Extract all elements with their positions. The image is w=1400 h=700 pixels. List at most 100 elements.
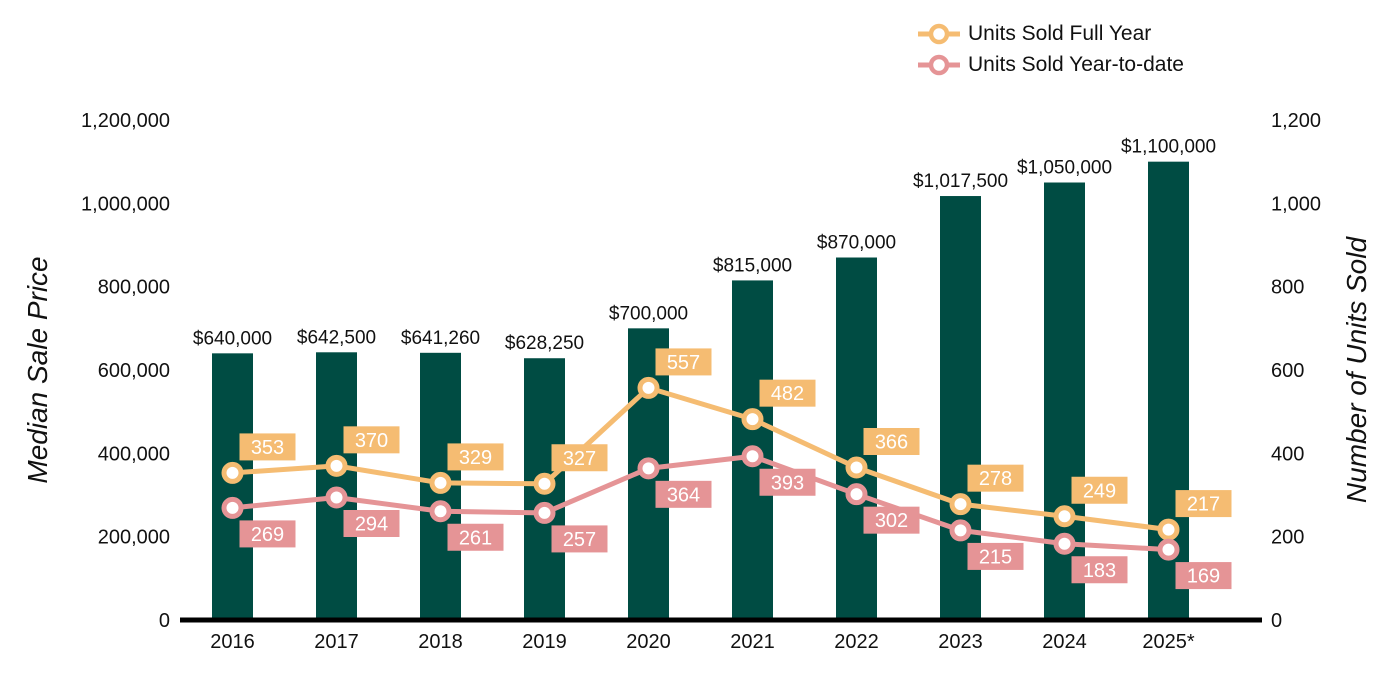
- labels-layer: $640,000 $642,500 $641,260 $628,250 $700,000…: [193, 137, 1232, 590]
- data-label-box: [447, 523, 504, 551]
- bar-value-label: $870,000: [817, 233, 896, 254]
- series-line-1: [232, 453, 1169, 553]
- bar-value-label: $700,000: [609, 303, 688, 324]
- series-marker: [429, 500, 452, 523]
- data-label: 393: [771, 472, 804, 494]
- bar-value-label: $1,017,500: [913, 171, 1008, 192]
- y-tick-label: 400,000: [98, 443, 170, 465]
- y-tick-label: 1,000,000: [81, 193, 170, 215]
- data-label: 370: [355, 430, 388, 452]
- data-label-box: [967, 464, 1024, 492]
- series-marker: [845, 456, 868, 479]
- data-label-box: [343, 510, 400, 537]
- series-marker: [325, 486, 348, 509]
- bar-value-label: $628,250: [505, 333, 584, 354]
- bar-value-label: $641,260: [401, 328, 480, 349]
- data-label: 353: [251, 437, 284, 459]
- data-label-box: [863, 506, 920, 534]
- data-label-box: [863, 428, 920, 455]
- series-line-0: [232, 385, 1169, 533]
- x-tick-label: 2016: [210, 631, 255, 653]
- data-label: 215: [979, 546, 1012, 568]
- series-marker: [741, 445, 764, 468]
- legend-item-full-year: Units Sold Full Year: [918, 18, 1184, 49]
- y2-axis-title: Number of Units Sold: [1341, 236, 1372, 504]
- data-label: 329: [459, 447, 492, 469]
- series-marker: [637, 376, 660, 399]
- data-label: 261: [459, 527, 492, 549]
- y-tick-label: 0: [159, 610, 170, 632]
- legend-marker-full-year: [918, 23, 960, 44]
- y2-tick-label: 800: [1271, 277, 1304, 299]
- x-tick-label: 2021: [730, 631, 775, 653]
- y-tick-label: 600,000: [98, 360, 170, 382]
- data-label: 183: [1083, 560, 1116, 582]
- bar-2017: [316, 352, 357, 620]
- data-label-box: [447, 443, 504, 471]
- series-marker: [325, 454, 348, 477]
- legend-label-ytd: Units Sold Year-to-date: [968, 52, 1184, 76]
- data-label: 366: [875, 432, 908, 454]
- series-marker: [429, 471, 452, 494]
- x-tick-label: 2025*: [1142, 631, 1194, 653]
- data-label-box: [239, 433, 296, 461]
- x-tick-label: 2022: [834, 631, 879, 653]
- bar-2016: [212, 353, 253, 620]
- y2-tick-label: 1,200: [1271, 110, 1321, 132]
- y2-tick-label: 600: [1271, 360, 1304, 382]
- data-label-box: [759, 379, 816, 407]
- data-label: 269: [251, 524, 284, 546]
- data-label: 169: [1187, 566, 1220, 588]
- y2-tick-label: 200: [1271, 527, 1304, 549]
- data-label: 217: [1187, 494, 1220, 516]
- data-label: 302: [875, 510, 908, 532]
- y2-tick-label: 1,000: [1271, 193, 1321, 215]
- series-marker: [1157, 538, 1180, 561]
- x-tick-label: 2019: [522, 631, 567, 653]
- data-label-box: [239, 520, 296, 548]
- y-tick-label: 800,000: [98, 277, 170, 299]
- legend: Units Sold Full Year Units Sold Year-to-…: [918, 18, 1184, 80]
- data-label: 327: [563, 448, 596, 470]
- series-marker: [1053, 532, 1076, 555]
- y-tick-label: 200,000: [98, 527, 170, 549]
- x-tick-label: 2020: [626, 631, 671, 653]
- y2-tick-label: 400: [1271, 443, 1304, 465]
- y-axis-title: Median Sale Price: [22, 256, 53, 483]
- legend-label-full-year: Units Sold Full Year: [968, 21, 1152, 45]
- data-label-box: [1071, 476, 1128, 504]
- x-tick-label: 2024: [1042, 631, 1087, 653]
- data-label: 249: [1083, 480, 1116, 502]
- bar-value-label: $1,050,000: [1017, 158, 1112, 179]
- series-marker: [637, 457, 660, 480]
- axis-layer: 2016 2017 2018 2019 2020 2021 2022 2023 2024 2025…: [22, 110, 1372, 653]
- x-tick-label: 2017: [314, 631, 359, 653]
- data-label-box: [759, 468, 816, 496]
- data-label: 557: [667, 352, 700, 374]
- legend-marker-ytd: [918, 54, 960, 75]
- series-marker: [949, 519, 972, 542]
- data-label-box: [1071, 556, 1128, 584]
- bar-value-label: $1,100,000: [1121, 137, 1216, 158]
- series-marker: [1053, 505, 1076, 528]
- bars-layer: [212, 161, 1189, 620]
- data-label-box: [1175, 562, 1232, 590]
- data-label: 278: [979, 468, 1012, 490]
- y-tick-label: 1,200,000: [81, 110, 170, 132]
- data-label-box: [551, 444, 608, 472]
- series-marker: [221, 461, 244, 484]
- bar-value-label: $640,000: [193, 328, 272, 349]
- x-tick-label: 2023: [938, 631, 983, 653]
- x-tick-label: 2018: [418, 631, 463, 653]
- series-marker: [845, 483, 868, 506]
- data-label: 257: [563, 529, 596, 551]
- series-marker: [949, 493, 972, 516]
- data-label: 294: [355, 514, 388, 536]
- data-label: 364: [667, 484, 700, 506]
- data-label-box: [655, 348, 712, 376]
- lines-layer: [221, 376, 1180, 561]
- data-label-box: [1175, 490, 1232, 518]
- data-label: 482: [771, 383, 804, 405]
- series-marker: [1157, 518, 1180, 541]
